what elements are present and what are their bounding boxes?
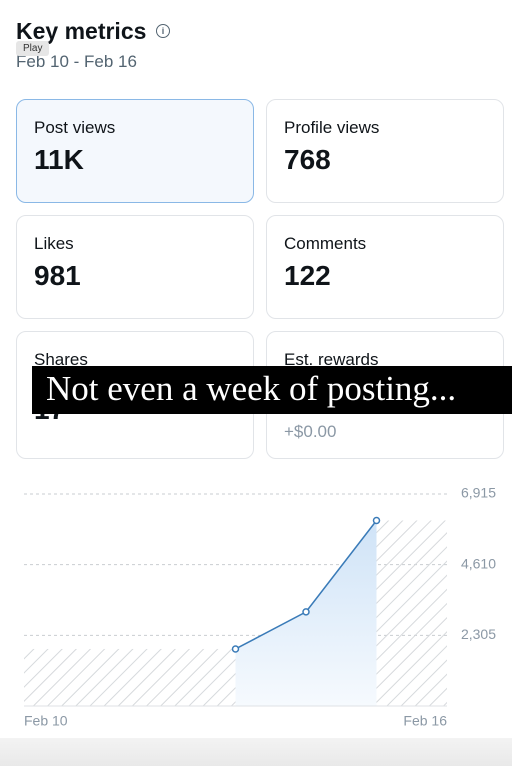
- metric-label: Post views: [34, 118, 116, 137]
- x-tick-label: Feb 10: [24, 713, 68, 729]
- point: [231, 645, 240, 653]
- y-tick-label: 6,915: [461, 485, 496, 501]
- metric-card[interactable]: Post views 11K: [16, 99, 254, 203]
- metric-card[interactable]: Comments 122: [266, 215, 504, 319]
- play-badge[interactable]: Play: [16, 41, 50, 56]
- chart: 2,305 4,610 6,915 Feb 10 Feb 16: [24, 485, 496, 729]
- y-tick-label: 4,610: [461, 555, 496, 571]
- point: [372, 516, 381, 525]
- metric-label: Est. rewards: [284, 350, 379, 369]
- metric-label: Profile views: [284, 118, 380, 137]
- metric-label: Shares: [34, 350, 88, 369]
- bottom-bar: [0, 738, 512, 766]
- date-range: Feb 10 - Feb 16: [16, 52, 137, 71]
- metric-value: 981: [34, 260, 81, 291]
- x-tick-label: Feb 16: [403, 713, 447, 729]
- hatch-region: [376, 520, 447, 706]
- metric-value: 11K: [34, 144, 84, 175]
- metric-value: 768: [284, 144, 331, 175]
- info-icon[interactable]: i: [156, 24, 170, 38]
- metric-label: Likes: [34, 234, 74, 253]
- metric-card[interactable]: Likes 981: [16, 215, 254, 319]
- metric-value: +$0.00: [284, 422, 337, 441]
- metric-label: Comments: [284, 234, 367, 253]
- title: Key metrics: [16, 18, 147, 44]
- caption: Not even a week of posting...: [32, 366, 512, 414]
- point: [302, 608, 310, 616]
- y-tick-label: 2,305: [461, 626, 496, 642]
- hatch-region: [24, 648, 236, 706]
- metric-value: 122: [284, 260, 331, 291]
- metric-card[interactable]: Profile views 768: [266, 99, 504, 203]
